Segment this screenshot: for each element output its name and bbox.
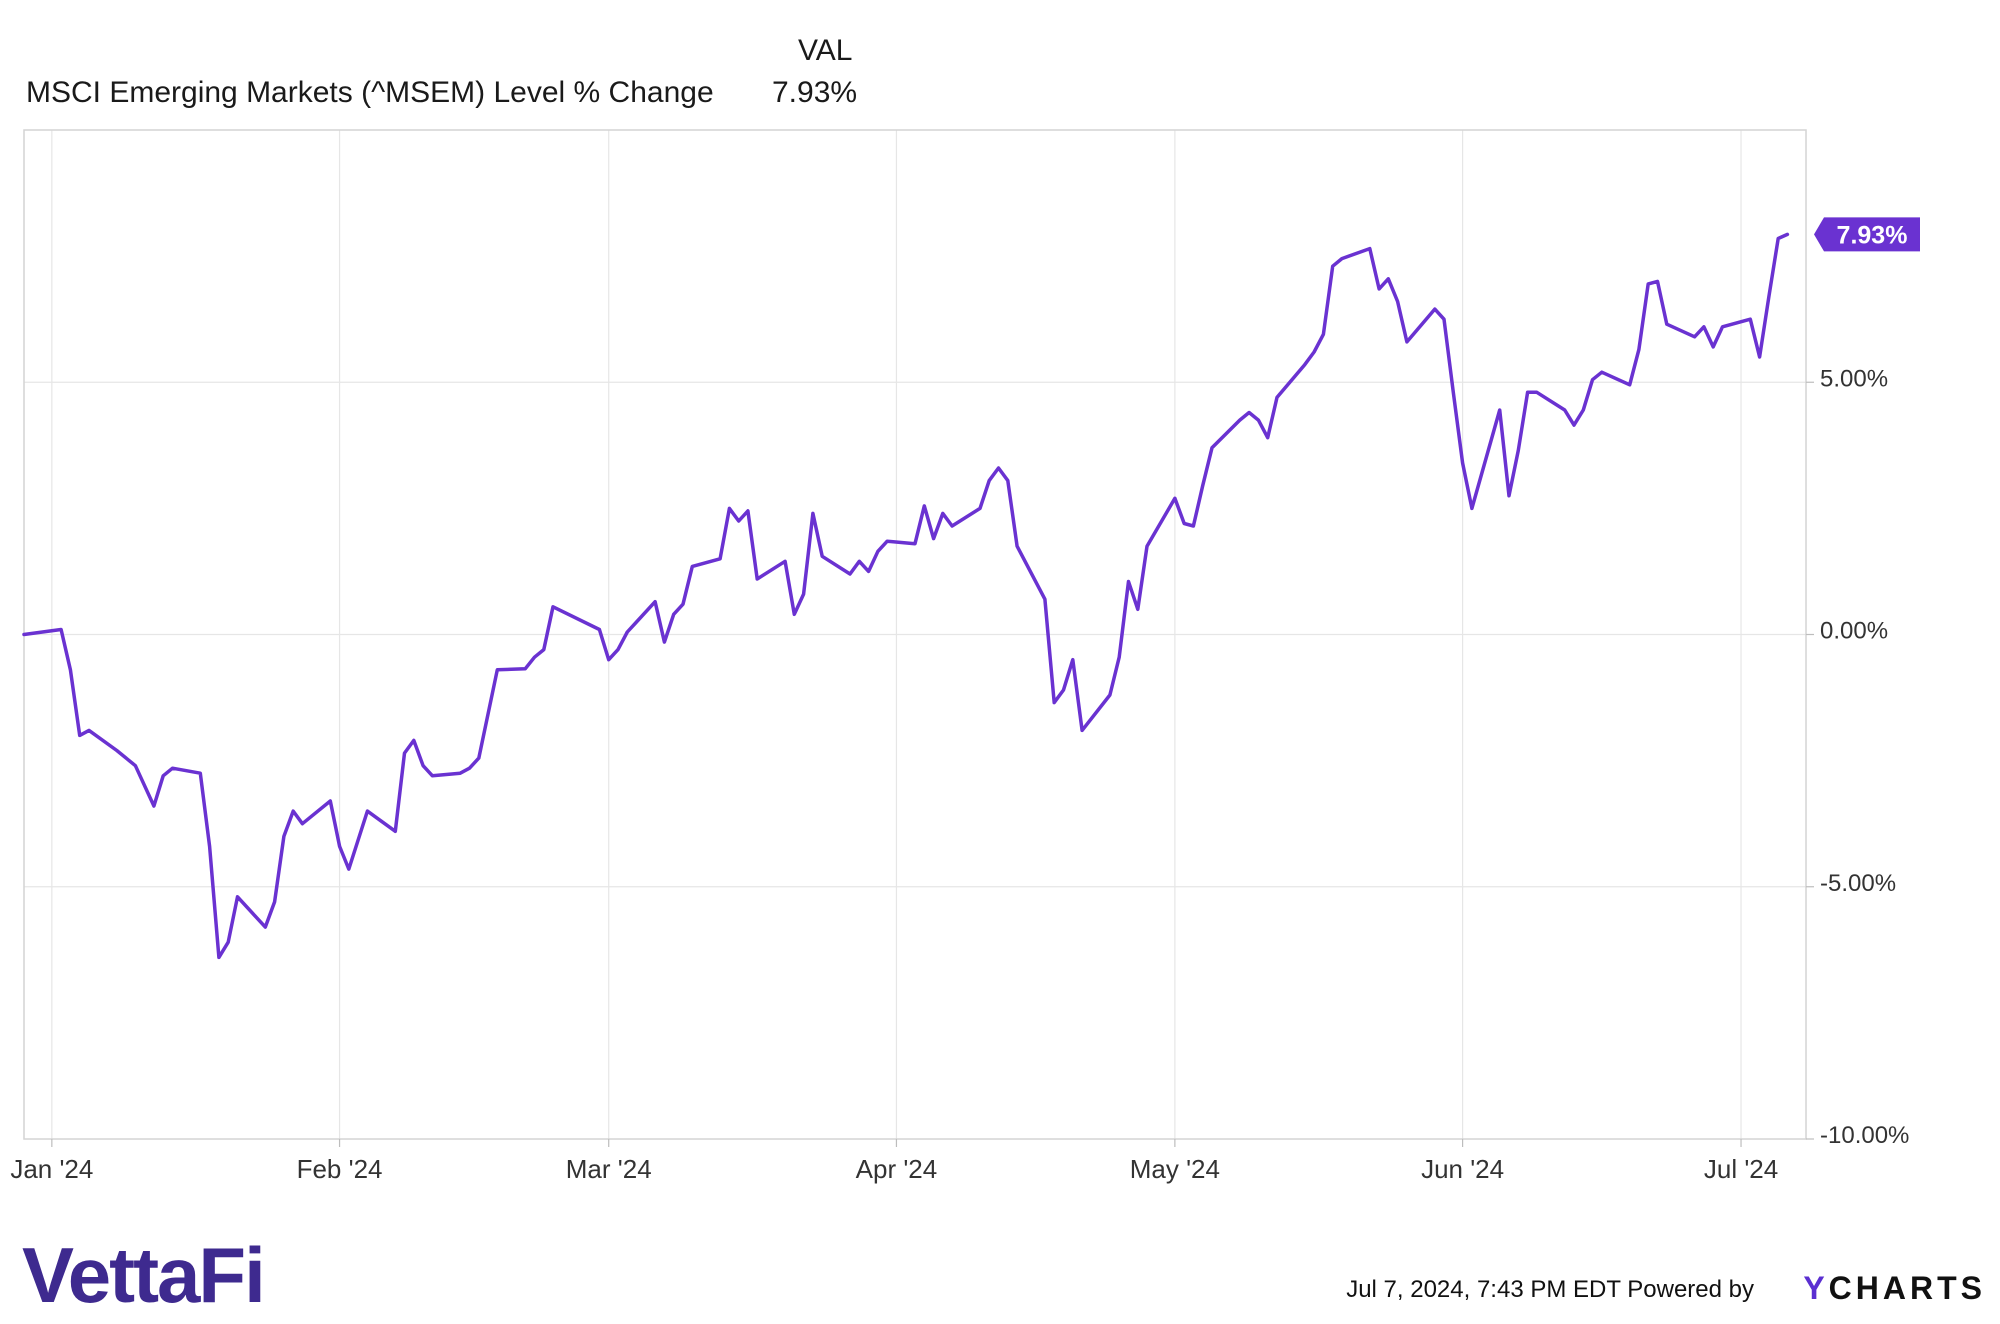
y-tick-label: 0.00% [1820,618,1888,645]
x-tick-label: Jul '24 [1704,1154,1778,1184]
x-tick-label: May '24 [1130,1154,1220,1184]
x-tick-label: Feb '24 [297,1154,383,1184]
x-tick-label: Jan '24 [10,1154,93,1184]
end-value-tag: 7.93% [1814,217,1920,252]
x-tick-label: Apr '24 [856,1154,938,1184]
vettafi-logo[interactable]: VettaFi [22,1231,266,1319]
x-axis-tick-labels: Jan '24 Feb '24 Mar '24 Apr '24 May '24 Jun '… [10,1139,1778,1184]
ycharts-logo[interactable]: YCHARTS [1803,1270,1986,1307]
x-tick-label: Jun '24 [1421,1154,1504,1184]
footer-timestamp: Jul 7, 2024, 7:43 PM EDT Powered by [1346,1276,1754,1304]
x-tick-label: Mar '24 [566,1154,652,1184]
chart-title: MSCI Emerging Markets (^MSEM) Level % Ch… [26,76,714,109]
series-line [22,232,1790,960]
ycharts-logo-y: Y [1803,1270,1829,1306]
y-tick-label: -10.00% [1820,1122,1909,1149]
column-header: VAL [798,34,853,67]
y-gridlines [24,381,1806,888]
series-current-value: 7.93% [772,76,858,109]
ycharts-logo-text: CHARTS [1828,1270,1986,1306]
end-value-label: 7.93% [1837,221,1908,249]
y-tick-label: -5.00% [1820,870,1896,897]
y-axis-tick-labels: 5.00% 0.00% -5.00% -10.00% [1806,365,1909,1149]
y-tick-label: 5.00% [1820,365,1888,392]
series-group [22,232,1790,960]
end-value-tag-shape [1814,217,1920,252]
timestamp-text: Jul 7, 2024, 7:43 PM EDT [1346,1276,1621,1303]
powered-by-text: Powered by [1627,1276,1754,1303]
